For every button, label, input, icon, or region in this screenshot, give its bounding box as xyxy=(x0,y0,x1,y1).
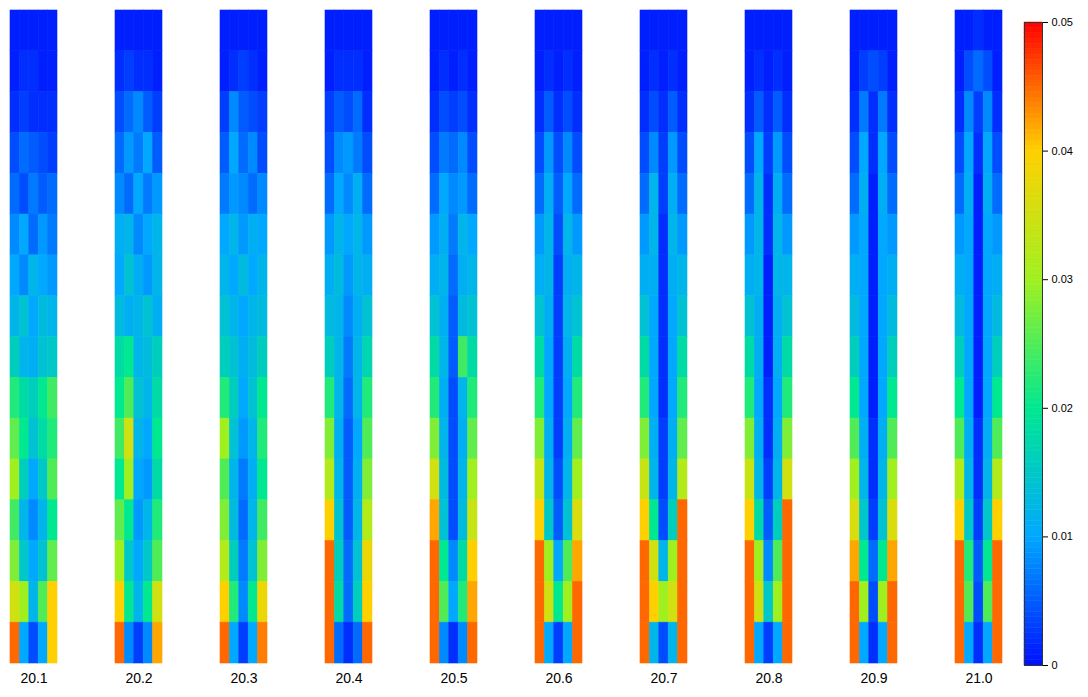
svg-text:0.03: 0.03 xyxy=(1052,273,1073,285)
svg-text:20.4: 20.4 xyxy=(335,670,362,686)
svg-text:20.2: 20.2 xyxy=(125,670,152,686)
svg-text:0.04: 0.04 xyxy=(1052,145,1073,157)
svg-text:20.9: 20.9 xyxy=(860,670,887,686)
svg-text:20.6: 20.6 xyxy=(545,670,572,686)
svg-text:20.1: 20.1 xyxy=(20,670,47,686)
svg-text:0.05: 0.05 xyxy=(1052,16,1073,28)
svg-text:20.7: 20.7 xyxy=(650,670,677,686)
svg-text:20.8: 20.8 xyxy=(755,670,782,686)
svg-text:0: 0 xyxy=(1052,659,1058,671)
svg-text:0.01: 0.01 xyxy=(1052,530,1073,542)
svg-text:20.3: 20.3 xyxy=(230,670,257,686)
svg-text:21.0: 21.0 xyxy=(965,670,992,686)
svg-text:20.5: 20.5 xyxy=(440,670,467,686)
svg-text:0.02: 0.02 xyxy=(1052,402,1073,414)
